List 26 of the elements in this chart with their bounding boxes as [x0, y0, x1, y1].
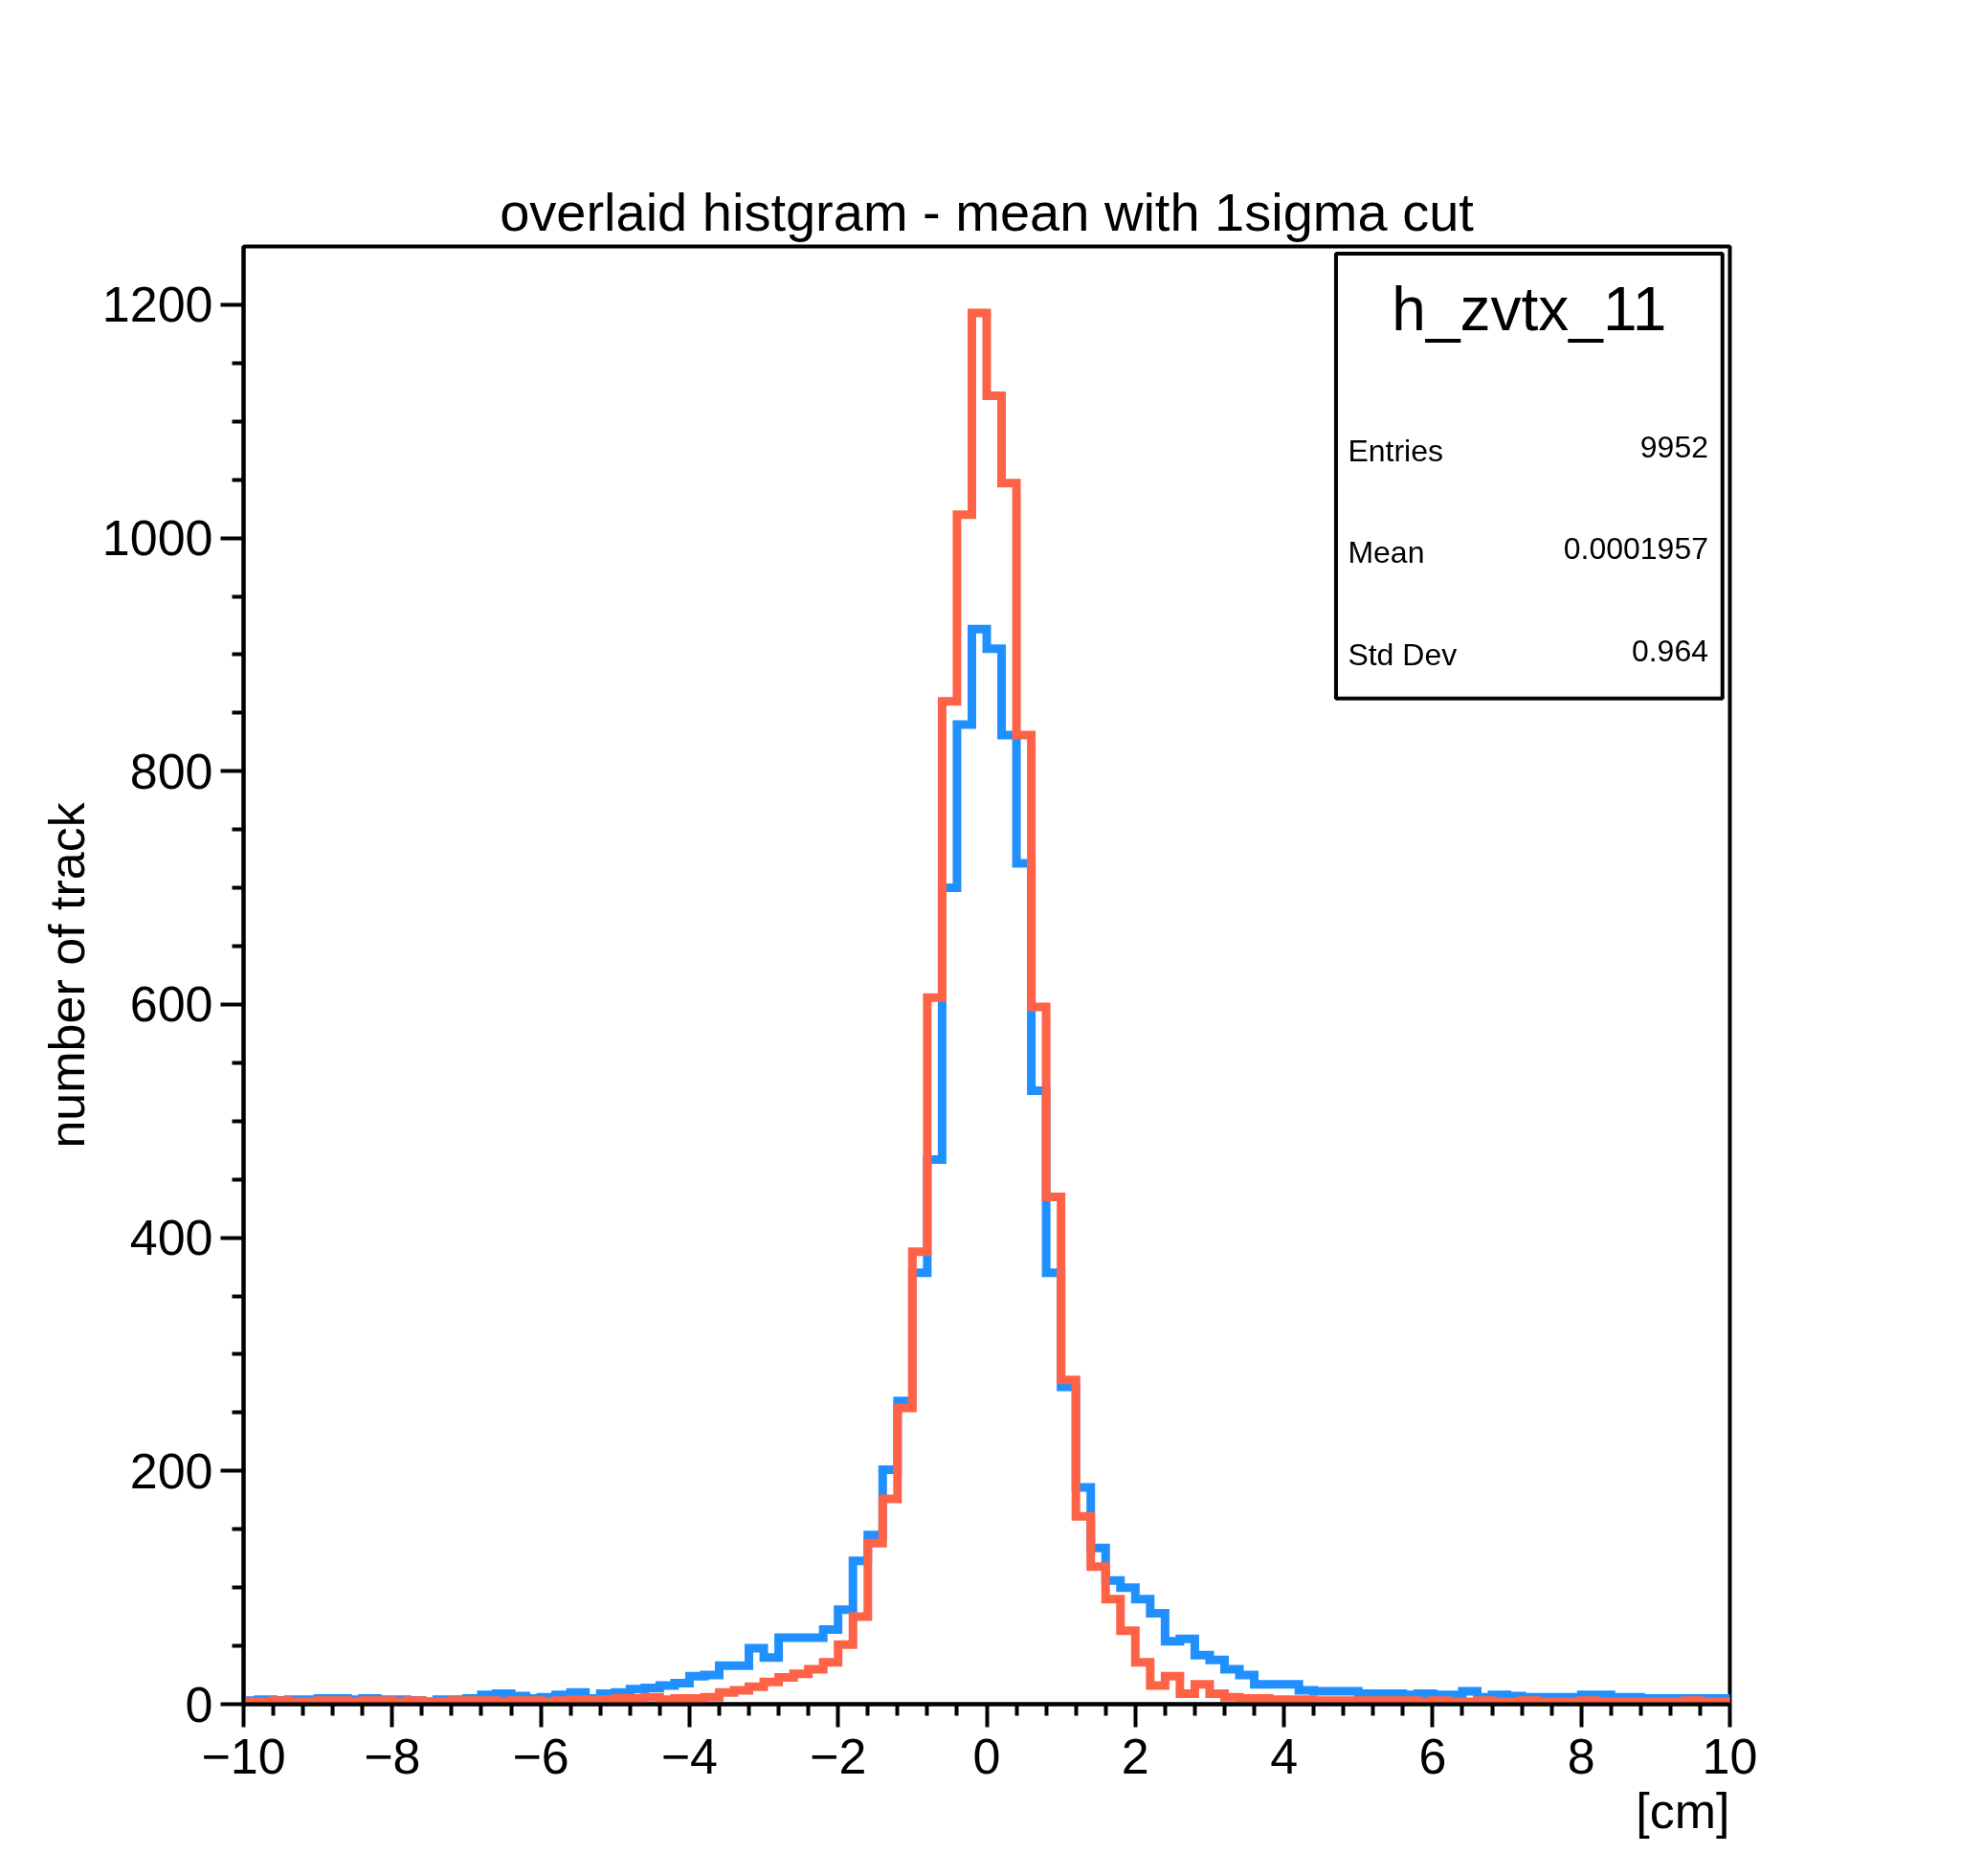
annotation: Mean [1348, 535, 1425, 570]
y-tick-label: 600 [129, 976, 213, 1033]
x-tick-label: 4 [1270, 1728, 1299, 1784]
y-axis-title: number of track [38, 801, 95, 1149]
x-tick-label: 10 [1702, 1728, 1758, 1784]
annotation: Entries [1348, 433, 1443, 468]
y-tick-label: 800 [129, 743, 213, 799]
annotation: Std Dev [1348, 636, 1458, 672]
x-tick-label: 6 [1418, 1728, 1447, 1784]
y-tick-label: 1000 [101, 510, 213, 567]
chart-title: overlaid histgram - mean with 1sigma cut [500, 181, 1475, 242]
x-tick-label: −8 [364, 1728, 421, 1784]
annotation: 0.0001957 [1563, 531, 1708, 567]
y-tick-label: 1200 [101, 277, 213, 333]
x-tick-label: 8 [1567, 1728, 1595, 1784]
x-tick-label: −6 [512, 1728, 569, 1784]
x-tick-label: 0 [972, 1728, 1001, 1784]
y-tick-label: 200 [129, 1442, 213, 1499]
annotation: 9952 [1639, 429, 1708, 464]
annotation: h_zvtx_11 [1392, 274, 1667, 344]
x-tick-label: −2 [810, 1728, 867, 1784]
y-tick-label: 400 [129, 1210, 213, 1266]
annotation: 0.964 [1631, 633, 1708, 668]
x-axis-title: [cm] [1636, 1782, 1730, 1839]
x-tick-label: 2 [1121, 1728, 1149, 1784]
x-tick-label: −4 [660, 1728, 719, 1784]
